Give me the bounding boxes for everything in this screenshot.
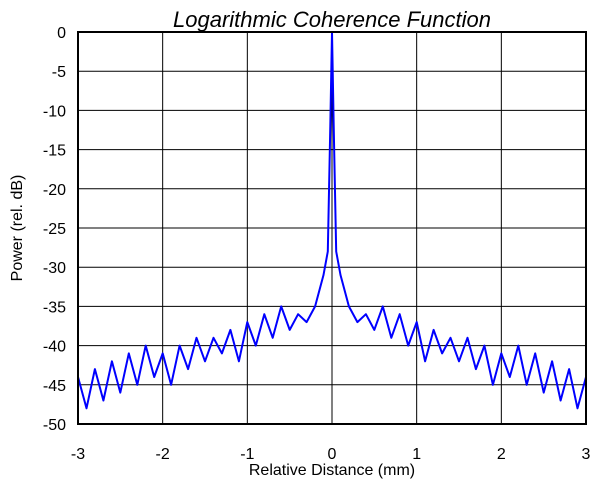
y-tick-label: -35 <box>43 299 66 316</box>
y-tick-label: -20 <box>43 182 66 199</box>
x-tick-label: -2 <box>156 446 170 463</box>
x-tick-label: 1 <box>412 446 421 463</box>
y-tick-label: -5 <box>52 64 66 81</box>
chart-title: Logarithmic Coherence Function <box>173 7 491 32</box>
y-tick-label: -10 <box>43 103 66 120</box>
tick-labels: -3 -2 -1 0 1 2 30-5-10-15-20-25-30-35-40-45-50 <box>43 25 591 463</box>
grid <box>77 31 587 425</box>
y-axis-label: Power (rel. dB) <box>9 175 26 282</box>
x-tick-label: 0 <box>328 446 337 463</box>
x-tick-label: -1 <box>240 446 254 463</box>
y-tick-label: -25 <box>43 221 66 238</box>
y-tick-label: -40 <box>43 339 66 356</box>
x-axis-label: Relative Distance (mm) <box>249 462 415 479</box>
y-tick-label: -50 <box>43 417 66 434</box>
x-tick-label: -3 <box>71 446 85 463</box>
x-tick-label: 2 <box>497 446 506 463</box>
y-tick-label: -15 <box>43 143 66 160</box>
y-tick-label: -45 <box>43 378 66 395</box>
plot-frame <box>77 31 587 425</box>
y-tick-label: -30 <box>43 260 66 277</box>
y-tick-label: 0 <box>57 25 66 42</box>
x-tick-label: 3 <box>582 446 591 463</box>
